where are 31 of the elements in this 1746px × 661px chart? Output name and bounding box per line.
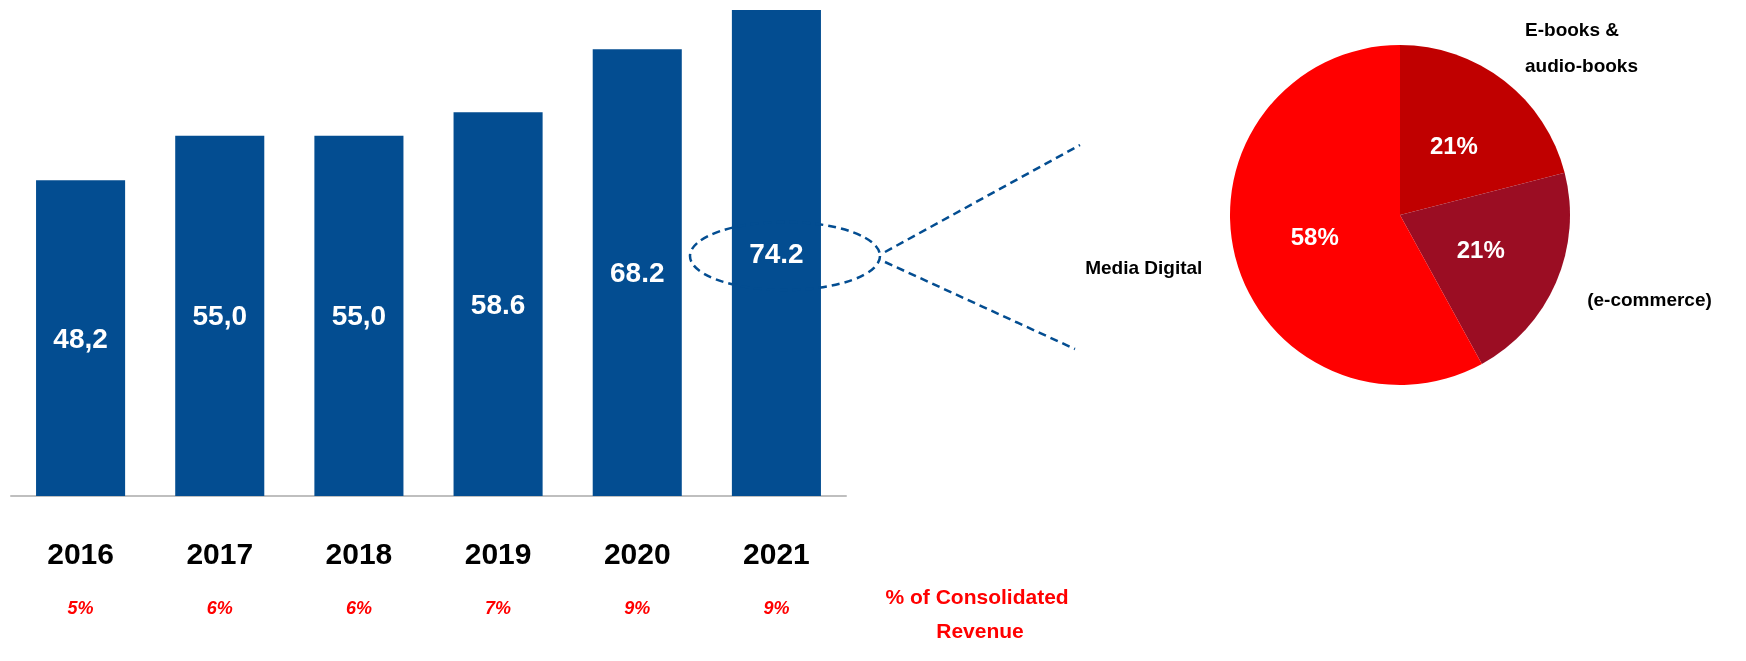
data-label: 55,0 (192, 300, 247, 332)
text: 5% (67, 598, 94, 618)
text: 6% (345, 598, 372, 618)
bar (731, 10, 821, 496)
text: 9% (763, 598, 790, 618)
data-label: 68.2 (610, 257, 665, 289)
x-tick-label: 2019 (464, 536, 532, 570)
x-tick-label: 2021 (743, 536, 810, 570)
x-tick-label: 2020 (603, 536, 671, 570)
text: 7% (485, 598, 512, 618)
data-label: 21% (1456, 236, 1505, 264)
bar (314, 135, 404, 496)
data-label: 55,0 (331, 300, 387, 332)
bar (36, 180, 126, 496)
text: 6% (206, 598, 233, 618)
data-label: 48,2 (53, 322, 108, 354)
slice-label: Media Digital (1085, 257, 1203, 279)
text: 9% (624, 598, 651, 618)
bar (592, 49, 682, 496)
data-label: 21% (1429, 131, 1478, 159)
x-tick-label: 2018 (325, 536, 393, 570)
bar (175, 135, 265, 496)
text: % of Consolidated Revenue (885, 584, 1075, 642)
bar (453, 112, 543, 496)
slice-label: (e-commerce) (1587, 288, 1712, 310)
x-tick-label: 2017 (186, 536, 254, 570)
data-label: 58.6 (470, 288, 526, 320)
x-tick-label: 2016 (47, 536, 114, 570)
slice-label: E-books & audio-books (1525, 18, 1638, 76)
data-label: 74.2 (749, 237, 804, 269)
data-label: 58% (1290, 223, 1339, 251)
